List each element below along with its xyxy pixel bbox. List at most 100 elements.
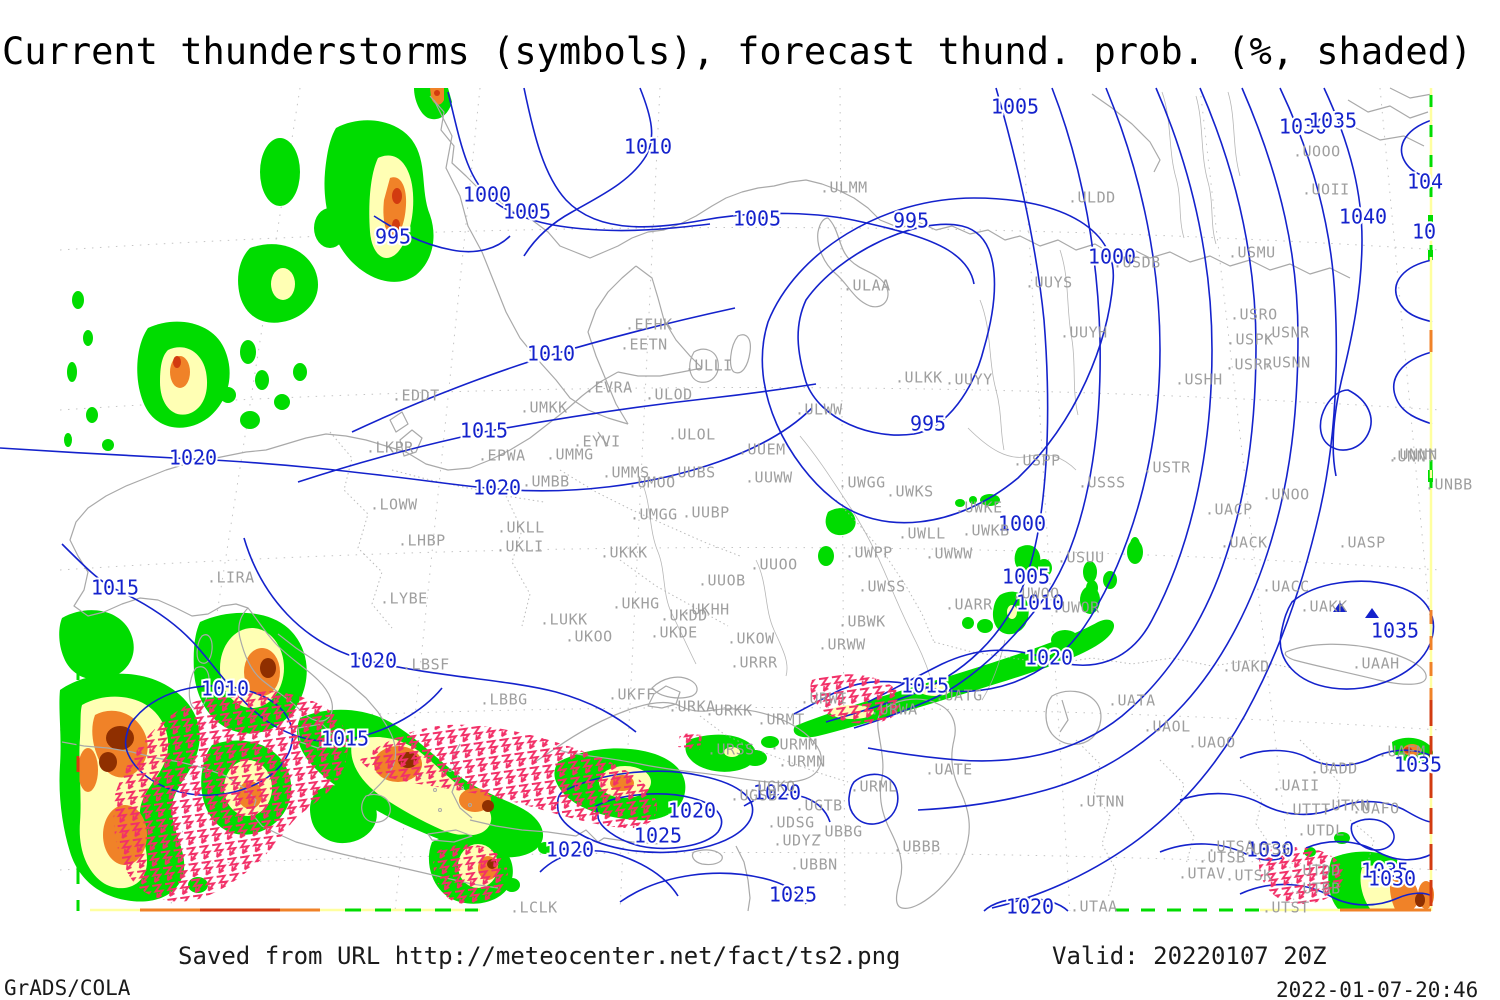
station-label: .EETN — [620, 336, 668, 354]
isobar-label: 1035 — [1371, 619, 1419, 643]
station-label: .LIRA — [207, 569, 255, 587]
isobar-label: 1035 — [1361, 859, 1409, 883]
station-label: .UNNN — [1390, 446, 1438, 464]
station-label: .UMMG — [546, 446, 594, 464]
station-label: .EPWA — [478, 447, 526, 465]
station-label: .UTDL — [1297, 822, 1345, 840]
station-label: .UKFF — [608, 686, 656, 704]
isobar-label: 1020 — [1025, 646, 1073, 670]
station-label: .URWA — [870, 701, 918, 719]
isobar-label: 1015 — [460, 419, 508, 443]
isobar-label: 1005 — [733, 207, 781, 231]
station-label: .UWOO — [1012, 585, 1060, 603]
station-label: .UKLI — [496, 538, 544, 556]
station-label: .UTBB — [1293, 880, 1341, 898]
isobar-label: 1030 — [1279, 115, 1327, 139]
station-label: .USTR — [1143, 459, 1191, 477]
station-label: .USDB — [1113, 254, 1161, 272]
station-label: .UATA — [1108, 692, 1156, 710]
station-label: .UTAA — [1070, 898, 1118, 916]
station-label: .UKOW — [727, 630, 775, 648]
station-label: .URKK — [705, 702, 753, 720]
station-label: .UASP — [1338, 534, 1386, 552]
station-label: .LKPR — [366, 439, 414, 457]
station-label: .UUYY — [945, 371, 993, 389]
isobar-label: 1015 — [321, 727, 369, 751]
station-label: .UADD — [1310, 760, 1358, 778]
station-label: .UNOO — [1262, 486, 1310, 504]
station-label: .UMKK — [520, 399, 568, 417]
station-label: .UTKN — [1322, 797, 1370, 815]
grads-credit-text: GrADS/COLA — [4, 976, 131, 1000]
station-label: .UUBS — [668, 464, 716, 482]
station-label: .UATE — [925, 761, 973, 779]
station-label: .UUOB — [698, 572, 746, 590]
isobar-label: 1005 — [1002, 565, 1050, 589]
station-label: .UDSG — [767, 814, 815, 832]
station-label: .LBSF — [402, 656, 450, 674]
station-label: .UAKK — [1300, 598, 1348, 616]
station-label: .UKHH — [682, 601, 730, 619]
isobar-label: 1000 — [1088, 245, 1136, 269]
isobar-label: 1020 — [1006, 895, 1054, 919]
station-label: .UUEM — [738, 441, 786, 459]
station-label: .UBBG — [815, 823, 863, 841]
station-label: .UWKE — [955, 499, 1003, 517]
isobar-label: 1035 — [1309, 109, 1357, 133]
domain-boundary-layer — [76, 88, 1433, 912]
station-label: .UKHG — [612, 595, 660, 613]
isobar-label: 1020 — [473, 476, 521, 500]
isobar-label: 995 — [910, 412, 946, 436]
isobar-label: 1005 — [991, 95, 1039, 119]
station-label: .USPK — [1226, 331, 1274, 349]
station-label: .UATG — [935, 687, 983, 705]
station-label: .LBBG — [480, 691, 528, 709]
station-label: .URRR — [730, 654, 778, 672]
station-label: .USSS — [1078, 474, 1126, 492]
station-label: .UTSB — [1198, 849, 1246, 867]
isobar-label: 1010 — [201, 677, 249, 701]
station-label: .EYVI — [573, 433, 621, 451]
station-label: .UUYH — [1060, 324, 1108, 342]
station-label: .ULLI — [685, 357, 733, 375]
page-title: Current thunderstorms (symbols), forecas… — [2, 30, 1473, 73]
isobar-label: 1025 — [769, 883, 817, 907]
station-label: .UWGG — [838, 474, 886, 492]
station-label: .URMT — [757, 711, 805, 729]
station-label: .UBWK — [838, 613, 886, 631]
station-label: .UWPP — [845, 544, 893, 562]
isobar-label: 1000 — [998, 512, 1046, 536]
isobar-label: 1035 — [1394, 753, 1442, 777]
isobar-label: 1020 — [349, 649, 397, 673]
render-timestamp-text: 2022-01-07-20:46 — [1276, 978, 1479, 1000]
station-label: .UNNT — [1388, 448, 1436, 466]
station-label: .UMBB — [522, 473, 570, 491]
isobar-label: 1000 — [463, 183, 511, 207]
isobar-label: 1015 — [901, 674, 949, 698]
isobar-label: 1025 — [634, 824, 682, 848]
station-label: .UNBB — [1425, 476, 1473, 494]
station-label: .UWOR — [1052, 599, 1100, 617]
station-label: .LYBE — [380, 590, 428, 608]
station-label: .UDYZ — [773, 832, 821, 850]
isobar-label: 1020 — [753, 781, 801, 805]
isobar-label: 1030 — [1368, 867, 1416, 891]
station-label: .ULOL — [668, 426, 716, 444]
station-label: .UWKS — [886, 483, 934, 501]
station-label: .URKA — [668, 698, 716, 716]
station-label: .UKKK — [600, 544, 648, 562]
station-label: .UWLL — [898, 525, 946, 543]
station-label: .UAOL — [1143, 718, 1191, 736]
station-label: .UKDD — [660, 607, 708, 625]
station-label: .ULWW — [795, 401, 843, 419]
isobar-label: 10 — [1412, 220, 1436, 244]
station-label: .USRR — [1225, 356, 1273, 374]
isobar-label: 995 — [375, 225, 411, 249]
station-label: .UBBN — [790, 856, 838, 874]
station-label: .LHBP — [398, 532, 446, 550]
station-label: .USNR — [1262, 324, 1310, 342]
station-label: .UARR — [945, 596, 993, 614]
station-label: .UAFM — [1378, 743, 1426, 761]
station-label: .UTSA — [1207, 838, 1255, 856]
